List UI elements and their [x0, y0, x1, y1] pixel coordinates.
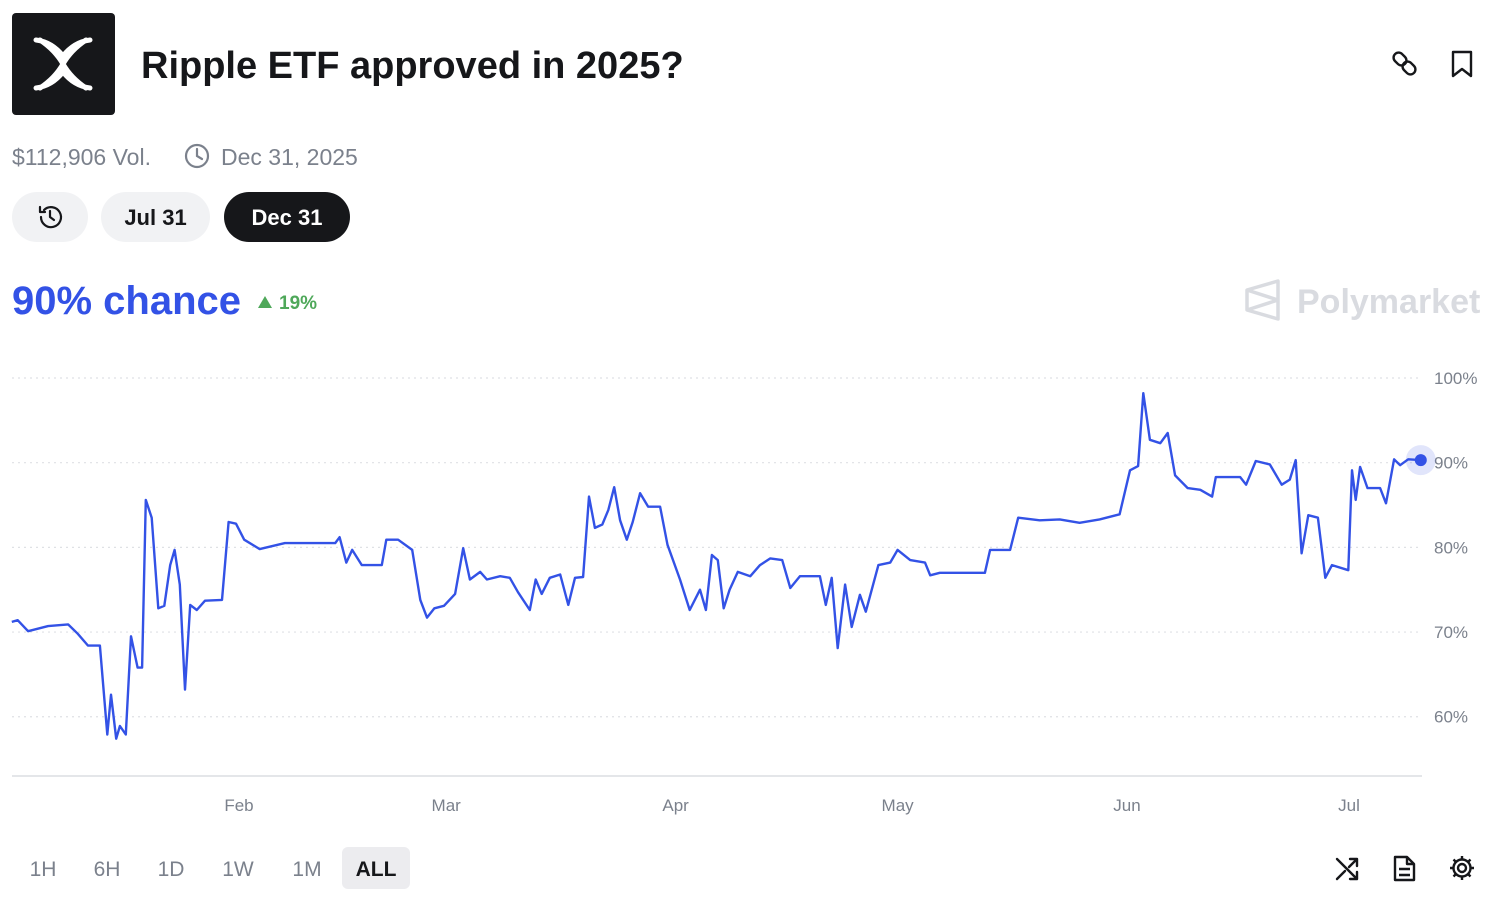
price-line [11, 392, 1421, 740]
range-tab-bg [342, 847, 410, 889]
range-tab-label: 1D [158, 858, 185, 881]
date-tab-bg [101, 192, 210, 242]
x-tick-label: Mar [432, 796, 462, 815]
rules-button[interactable] [1393, 855, 1416, 882]
range-tab-label: 1H [30, 858, 57, 881]
bookmark-button[interactable] [1451, 50, 1473, 78]
watermark: Polymarket [1297, 283, 1480, 321]
range-tab-label: 6H [94, 858, 121, 881]
date-tab-label: Jul 31 [124, 205, 186, 230]
range-tab[interactable]: 1M [292, 858, 321, 881]
market-logo [12, 13, 115, 115]
volume: $112,906 Vol. [12, 144, 151, 170]
range-tabs: 1H 6H 1D 1W 1M ALL [30, 847, 410, 889]
range-tab-label: 1M [292, 858, 321, 881]
end-date: Dec 31, 2025 [221, 144, 358, 170]
date-tabs: Jul 31 Dec 31 [101, 192, 350, 242]
range-tab-label: 1W [222, 858, 254, 881]
y-tick-label: 90% [1434, 454, 1468, 473]
range-tab[interactable]: 1D [158, 858, 185, 881]
date-tab[interactable]: Dec 31 [224, 192, 350, 242]
y-tick-label: 60% [1434, 708, 1468, 727]
date-tab-bg [224, 192, 350, 242]
current-point [1414, 454, 1427, 467]
range-tab[interactable]: 1W [222, 858, 254, 881]
settings-button[interactable] [1450, 856, 1474, 880]
y-tick-label: 70% [1434, 623, 1468, 642]
x-tick-label: Apr [662, 796, 689, 815]
x-tick-label: Feb [224, 796, 253, 815]
date-tab-label: Dec 31 [252, 205, 323, 230]
chance: 90% chance [12, 279, 241, 323]
change: 19% [279, 293, 317, 314]
y-tick-label: 80% [1434, 538, 1468, 557]
x-tick-label: May [882, 796, 915, 815]
market-title: Ripple ETF approved in 2025? [141, 45, 684, 87]
shuffle-button[interactable] [1335, 857, 1359, 881]
date-tab[interactable]: Jul 31 [101, 192, 210, 242]
clock-icon [184, 143, 210, 169]
range-tab[interactable]: ALL [342, 847, 410, 889]
range-tab[interactable]: 1H [30, 858, 57, 881]
watermark-logo [1245, 279, 1280, 321]
history-button[interactable] [12, 192, 88, 242]
plot: 60% 70% 80% 90% 100% Feb Mar Apr May Jun Jul [11, 369, 1477, 815]
change-arrow [258, 296, 272, 308]
range-tab[interactable]: 6H [94, 858, 121, 881]
y-tick-label: 100% [1434, 369, 1477, 388]
link-button[interactable] [1392, 51, 1418, 77]
x-tick-label: Jul [1338, 796, 1360, 815]
range-tab-label: ALL [356, 858, 397, 881]
x-tick-label: Jun [1113, 796, 1140, 815]
